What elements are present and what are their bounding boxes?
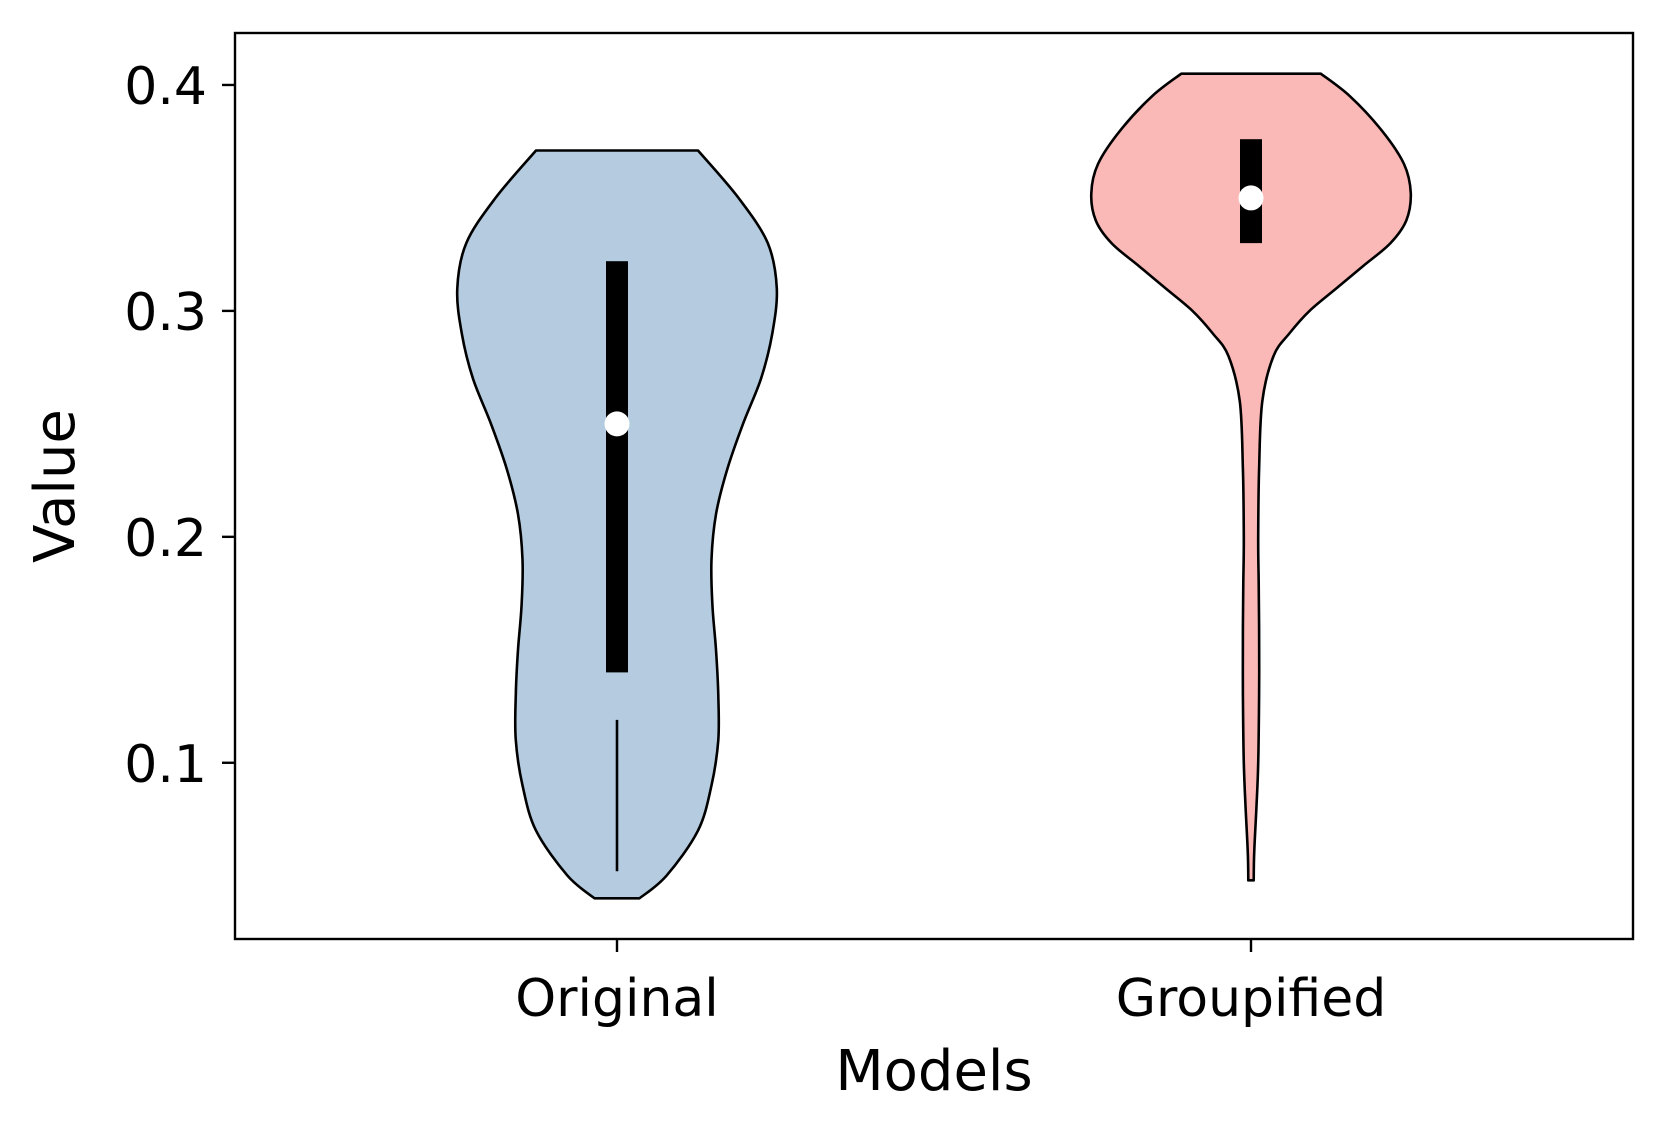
x-tick-label: Groupified (1116, 969, 1387, 1029)
y-tick-label: 0.1 (124, 735, 207, 795)
y-tick-label: 0.4 (124, 57, 207, 117)
y-tick-label: 0.3 (124, 283, 207, 343)
median-dot-groupified (1238, 185, 1264, 211)
plot-area (455, 72, 1413, 900)
y-axis: 0.1 0.2 0.3 0.4 (124, 57, 235, 795)
x-axis-title: Models (835, 1039, 1032, 1104)
x-axis: Original Groupified (515, 939, 1386, 1029)
axes-frame (233, 31, 1635, 941)
violin-body-groupified (1089, 72, 1413, 882)
iqr-box-original (606, 261, 628, 673)
y-axis-title: Value (23, 409, 88, 563)
x-tick-label: Original (515, 969, 718, 1029)
median-dot-original (604, 411, 630, 437)
y-tick-label: 0.2 (124, 509, 207, 569)
